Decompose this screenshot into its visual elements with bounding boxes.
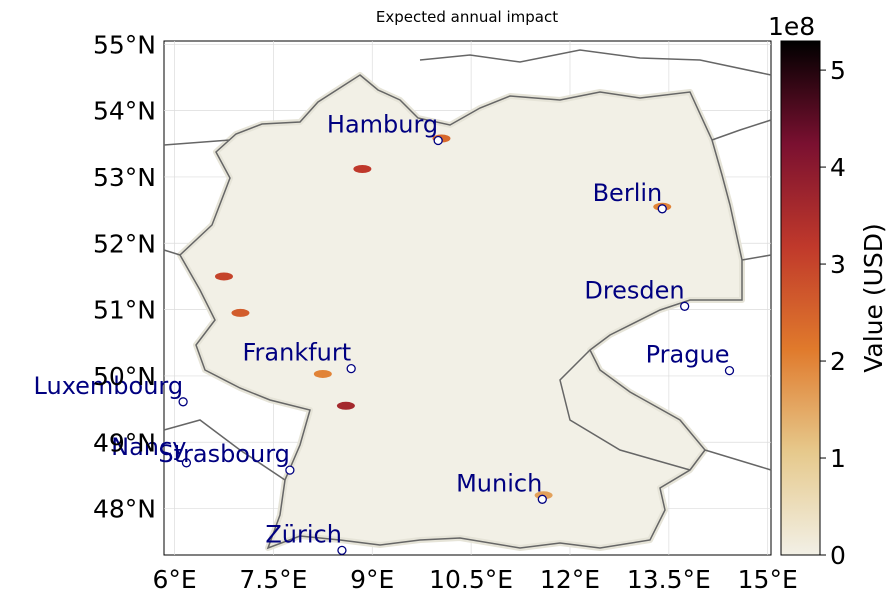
x-axis-ticks: 6°E 7.5°E 9°E 10.5°E 12°E 13.5°E 15°E bbox=[152, 565, 797, 594]
y-tick-label: 51°N bbox=[93, 296, 156, 325]
impact-hotspot bbox=[231, 308, 250, 317]
city-label: Luxembourg bbox=[34, 372, 184, 400]
impact-hotspot bbox=[336, 401, 355, 410]
x-tick-label: 6°E bbox=[152, 565, 196, 594]
city-marker bbox=[178, 397, 188, 407]
city-marker bbox=[433, 135, 443, 146]
city-marker bbox=[680, 301, 690, 311]
colorbar-label: Value (USD) bbox=[859, 223, 888, 373]
x-tick-label: 10.5°E bbox=[429, 565, 513, 594]
map-title: Expected annual impact bbox=[376, 8, 558, 26]
colorbar-tick-label: 3 bbox=[830, 250, 846, 279]
city-layer: Hamburg Berlin Dresden Frankfurt Prague Luxem… bbox=[34, 110, 735, 556]
city-marker bbox=[346, 363, 356, 374]
y-tick-label: 54°N bbox=[93, 97, 156, 126]
colorbar bbox=[780, 40, 821, 556]
city-label: Zürich bbox=[265, 520, 342, 548]
x-tick-label: 13.5°E bbox=[627, 565, 711, 594]
city-label: Hamburg bbox=[327, 110, 438, 138]
city-label: Frankfurt bbox=[242, 339, 351, 367]
colorbar-tick-label: 0 bbox=[830, 541, 846, 570]
colorbar-tick-label: 5 bbox=[830, 56, 846, 85]
colorbar-exponent: 1e8 bbox=[768, 12, 815, 41]
city-label: Dresden bbox=[584, 276, 684, 304]
x-tick-label: 12°E bbox=[540, 565, 600, 594]
city-label: Strasbourg bbox=[158, 440, 290, 468]
colorbar-tick-label: 2 bbox=[830, 347, 846, 376]
city-marker bbox=[285, 465, 295, 475]
x-tick-label: 15°E bbox=[738, 565, 798, 594]
city-marker bbox=[724, 365, 735, 376]
x-tick-label: 7.5°E bbox=[239, 565, 307, 594]
y-tick-label: 50°N bbox=[93, 362, 156, 391]
y-tick-label: 48°N bbox=[93, 495, 156, 524]
colorbar-ticks: 0 1 2 3 4 5 bbox=[820, 56, 846, 570]
y-tick-label: 53°N bbox=[93, 163, 156, 192]
impact-hotspot bbox=[353, 165, 372, 174]
impact-hotspot bbox=[313, 369, 332, 378]
y-tick-label: 49°N bbox=[93, 428, 156, 457]
city-label: Prague bbox=[646, 341, 730, 369]
y-tick-label: 55°N bbox=[93, 30, 156, 59]
city-label: Munich bbox=[456, 469, 542, 497]
city-label: Berlin bbox=[593, 179, 663, 207]
y-axis-ticks: 55°N 54°N 53°N 52°N 51°N 50°N 49°N 48°N bbox=[93, 30, 156, 523]
city-marker bbox=[537, 494, 547, 504]
city-label: Nancy bbox=[111, 433, 186, 461]
y-tick-label: 52°N bbox=[93, 229, 156, 258]
colorbar-tick-label: 4 bbox=[830, 153, 846, 182]
x-tick-label: 9°E bbox=[350, 565, 394, 594]
country-borders bbox=[163, 49, 772, 550]
colorbar-tick-label: 1 bbox=[830, 444, 846, 473]
city-marker bbox=[337, 545, 347, 556]
impact-hotspot bbox=[214, 272, 233, 281]
city-marker bbox=[181, 458, 192, 468]
city-marker bbox=[657, 204, 667, 214]
